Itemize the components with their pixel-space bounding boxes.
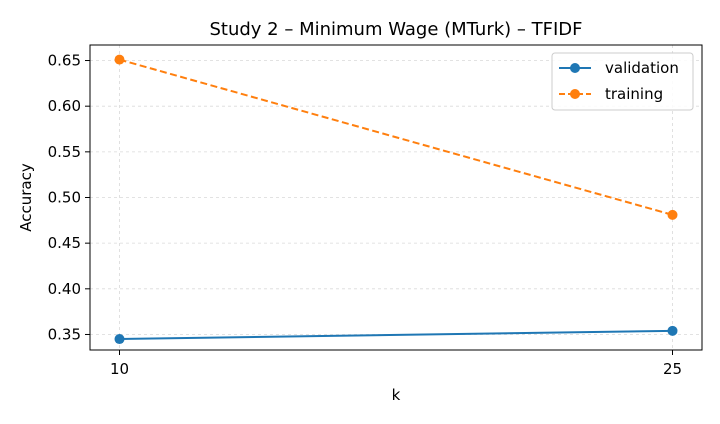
y-axis-label: Accuracy [17, 163, 35, 232]
chart-title: Study 2 – Minimum Wage (MTurk) – TFIDF [209, 19, 582, 40]
y-tick-label: 0.40 [48, 280, 81, 298]
data-point-training [114, 54, 125, 65]
y-tick-label: 0.60 [48, 97, 81, 115]
legend: validation training [551, 52, 694, 111]
series-line-training [119, 58, 673, 216]
series-layer [114, 54, 678, 345]
x-axis-label: k [392, 386, 401, 404]
data-point-validation [667, 325, 678, 336]
x-tick-label: 10 [110, 360, 129, 378]
x-tick-label: 25 [663, 360, 682, 378]
data-point-validation [114, 334, 125, 345]
grid [90, 45, 702, 350]
legend-label-training: training [605, 85, 663, 103]
ticks: 0.35 0.40 0.45 0.50 0.55 0.60 0.65 10 25 [48, 52, 682, 378]
legend-marker-validation [570, 63, 580, 73]
legend-marker-training [570, 89, 580, 99]
y-tick-label: 0.55 [48, 143, 81, 161]
legend-label-validation: validation [605, 59, 679, 77]
y-tick-label: 0.35 [48, 325, 81, 343]
y-tick-label: 0.45 [48, 234, 81, 252]
y-tick-label: 0.50 [48, 189, 81, 207]
data-point-training [667, 209, 678, 220]
y-tick-label: 0.65 [48, 52, 81, 70]
series-line-validation [119, 329, 673, 341]
